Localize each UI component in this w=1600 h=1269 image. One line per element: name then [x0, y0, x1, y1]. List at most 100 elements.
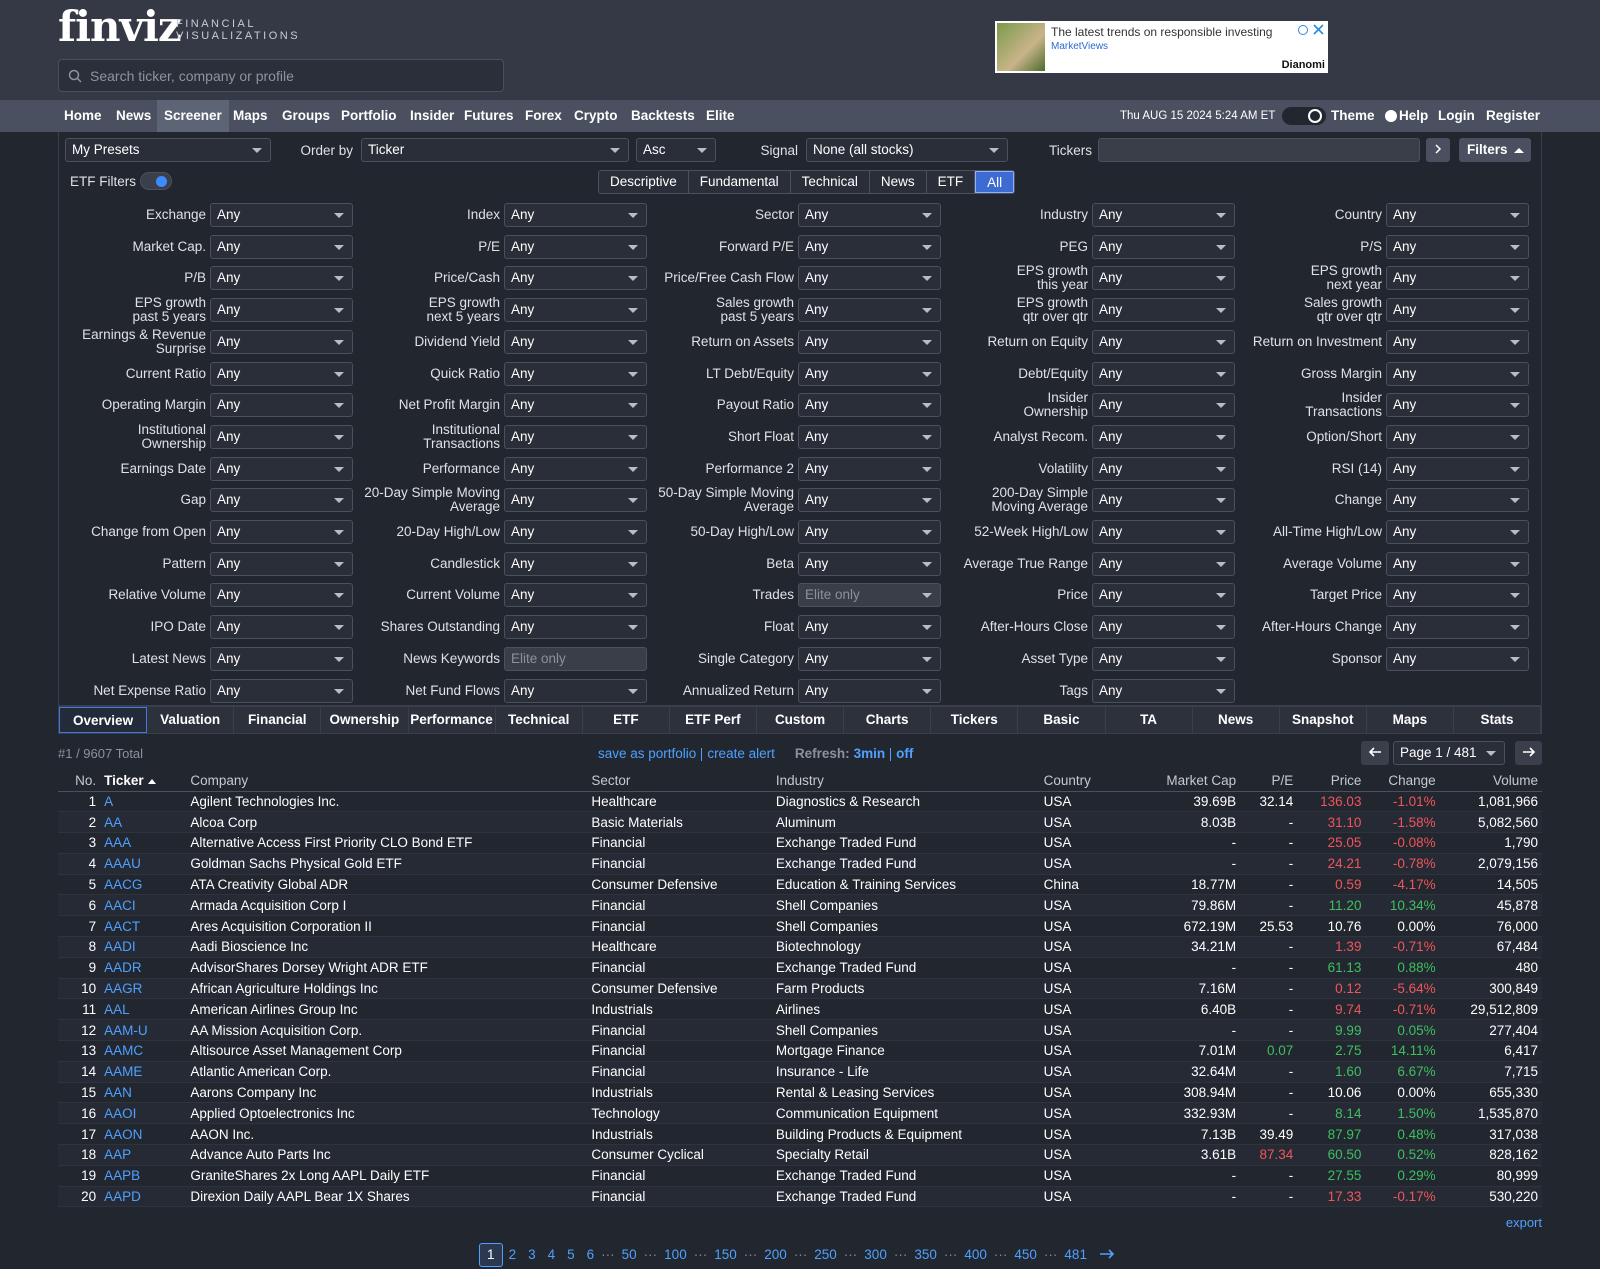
filter-select[interactable]: Any: [1386, 266, 1529, 291]
column-header[interactable]: Company: [186, 771, 588, 792]
filter-select[interactable]: Any: [504, 551, 647, 576]
table-row[interactable]: 2 AA Alcoa Corp Basic Materials Aluminum USA 8…: [58, 811, 1542, 833]
page-link[interactable]: 300: [864, 1247, 887, 1262]
column-header[interactable]: Change: [1365, 771, 1440, 792]
filter-select[interactable]: Any: [210, 266, 353, 291]
table-row[interactable]: 6 AACI Armada Acquisition Corp I Financial S…: [58, 894, 1542, 916]
page-link[interactable]: 5: [567, 1247, 575, 1262]
logo[interactable]: finviz: [58, 2, 182, 51]
filter-select[interactable]: Any: [504, 393, 647, 418]
column-header[interactable]: Sector: [587, 771, 772, 792]
filter-tab[interactable]: Fundamental: [688, 171, 791, 193]
export-link[interactable]: export: [1505, 1215, 1542, 1230]
page-link[interactable]: 100: [664, 1247, 687, 1262]
view-tab[interactable]: Ownership: [321, 707, 409, 733]
filter-select[interactable]: Any: [1386, 203, 1529, 227]
table-row[interactable]: 15 AAN Aarons Company Inc Industrials Rental…: [58, 1082, 1542, 1103]
column-header[interactable]: Ticker: [100, 771, 187, 792]
column-header[interactable]: Country: [1039, 771, 1130, 792]
filter-select[interactable]: Any: [210, 298, 353, 323]
ticker-link[interactable]: AAN: [104, 1085, 132, 1101]
ticker-link[interactable]: AAOI: [104, 1105, 137, 1121]
page-link[interactable]: 400: [964, 1247, 987, 1262]
page-link[interactable]: 1: [479, 1243, 503, 1267]
filter-select[interactable]: Elite only: [798, 583, 941, 608]
filter-select[interactable]: Any: [1386, 393, 1529, 418]
next-arrow[interactable]: [1093, 1244, 1121, 1266]
filter-select[interactable]: Any: [210, 424, 353, 449]
table-row[interactable]: 5 AACG ATA Creativity Global ADR Consumer D…: [58, 874, 1542, 895]
filter-select[interactable]: Any: [1092, 615, 1235, 640]
filter-select[interactable]: Any: [210, 203, 353, 227]
filter-tab[interactable]: All: [975, 171, 1015, 193]
filter-select[interactable]: Elite only: [504, 646, 647, 671]
filter-select[interactable]: Any: [798, 234, 941, 259]
nav-item[interactable]: News: [116, 108, 152, 123]
nav-item[interactable]: Elite: [706, 108, 735, 123]
filter-select[interactable]: Any: [798, 551, 941, 576]
table-row[interactable]: 20 AAPD Direxion Daily AAPL Bear 1X Shares…: [58, 1186, 1542, 1207]
filter-select[interactable]: Any: [798, 329, 941, 354]
ticker-link[interactable]: AAAU: [104, 856, 141, 872]
filter-select[interactable]: Any: [1092, 266, 1235, 291]
prev-page[interactable]: [1361, 741, 1389, 765]
table-row[interactable]: 1 A Agilent Technologies Inc. Healthcare Dia…: [58, 791, 1542, 812]
table-row[interactable]: 11 AAL American Airlines Group Inc Industri…: [58, 999, 1542, 1020]
filter-select[interactable]: Any: [1386, 298, 1529, 323]
filter-select[interactable]: Any: [210, 234, 353, 259]
column-header[interactable]: No.: [58, 771, 101, 792]
filter-select[interactable]: Any: [1092, 646, 1235, 671]
view-tab[interactable]: News: [1193, 707, 1280, 733]
table-row[interactable]: 8 AADI Aadi Bioscience Inc Healthcare Biotec…: [58, 936, 1542, 958]
filter-select[interactable]: Any: [504, 615, 647, 640]
search-box[interactable]: Search ticker, company or profile: [58, 59, 504, 92]
page-link[interactable]: 6: [586, 1247, 595, 1262]
ticker-link[interactable]: AAL: [104, 1001, 130, 1017]
filter-select[interactable]: Any: [210, 329, 353, 354]
page-link[interactable]: 3: [528, 1247, 536, 1262]
view-tab[interactable]: Stats: [1454, 707, 1542, 733]
page-link[interactable]: 250: [814, 1247, 837, 1262]
create-alert[interactable]: create alert: [707, 746, 775, 761]
ticker-link[interactable]: AAGR: [104, 981, 143, 997]
filter-select[interactable]: Any: [1092, 456, 1235, 481]
order-select[interactable]: Asc: [636, 138, 716, 162]
filter-select[interactable]: Any: [1092, 520, 1235, 544]
view-tab[interactable]: Valuation: [147, 707, 235, 733]
page-link[interactable]: 200: [764, 1247, 787, 1262]
filter-select[interactable]: Any: [210, 583, 353, 608]
filter-select[interactable]: Any: [1092, 488, 1235, 513]
filter-select[interactable]: Any: [504, 678, 647, 703]
filter-select[interactable]: Any: [210, 520, 353, 544]
table-row[interactable]: 10 AAGR African Agriculture Holdings Inc Co…: [58, 978, 1542, 999]
nav-item[interactable]: Home: [64, 108, 102, 123]
nav-item[interactable]: Futures: [464, 108, 514, 123]
filter-select[interactable]: Any: [798, 266, 941, 291]
ticker-link[interactable]: AACI: [104, 897, 136, 913]
column-header[interactable]: Market Cap: [1129, 771, 1241, 792]
filter-select[interactable]: Any: [1092, 203, 1235, 227]
filter-select[interactable]: Any: [210, 456, 353, 481]
filter-select[interactable]: Any: [1092, 361, 1235, 386]
ticker-link[interactable]: AAP: [104, 1147, 132, 1163]
ticker-link[interactable]: AAM-U: [104, 1022, 148, 1038]
ticker-link[interactable]: AAPB: [104, 1168, 141, 1184]
table-row[interactable]: 18 AAP Advance Auto Parts Inc Consumer Cycl…: [58, 1144, 1542, 1166]
view-tab[interactable]: Maps: [1367, 707, 1454, 733]
filter-select[interactable]: Any: [210, 393, 353, 418]
filter-tab[interactable]: News: [869, 171, 927, 193]
table-row[interactable]: 12 AAM-U AA Mission Acquisition Corp. Finan…: [58, 1019, 1542, 1041]
view-tab[interactable]: Charts: [844, 707, 932, 733]
filter-select[interactable]: Any: [1092, 298, 1235, 323]
filter-select[interactable]: Any: [1386, 488, 1529, 513]
filter-select[interactable]: Any: [1092, 234, 1235, 259]
column-header[interactable]: Industry: [771, 771, 1040, 792]
table-row[interactable]: 14 AAME Atlantic American Corp. Financial In…: [58, 1061, 1542, 1083]
filter-select[interactable]: Any: [798, 424, 941, 449]
ticker-link[interactable]: AAME: [104, 1064, 143, 1080]
page-link[interactable]: 4: [547, 1247, 556, 1262]
filter-select[interactable]: Any: [504, 583, 647, 608]
filter-select[interactable]: Any: [210, 646, 353, 671]
filter-select[interactable]: Any: [1386, 361, 1529, 386]
filter-select[interactable]: Any: [1386, 551, 1529, 576]
